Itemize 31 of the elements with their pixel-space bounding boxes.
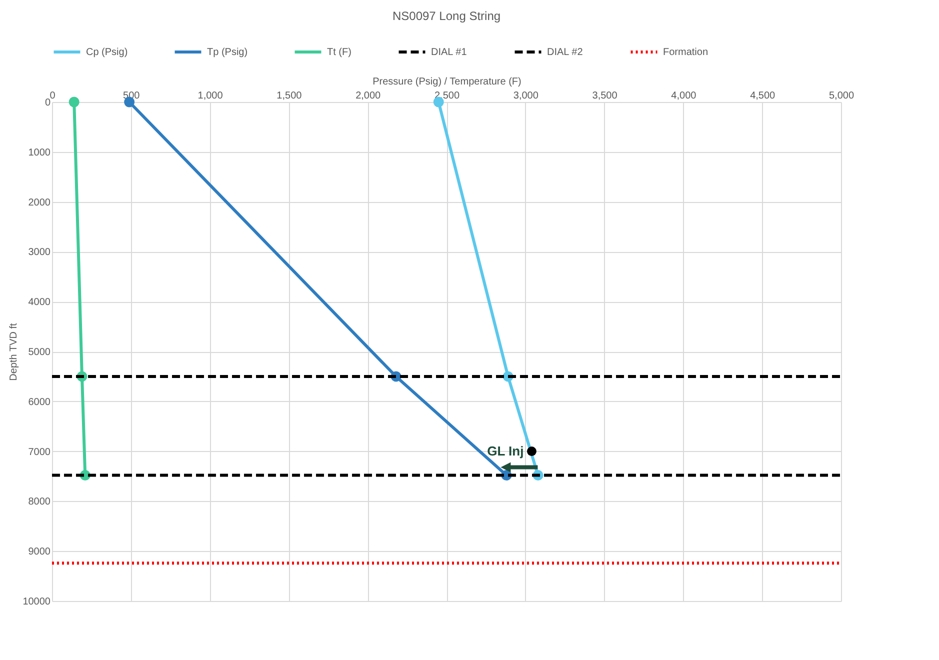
x-tick-label: 1,500 xyxy=(276,90,302,102)
y-tick-label: 1000 xyxy=(28,147,51,158)
y-axis-title: Depth TVD ft xyxy=(8,322,20,381)
y-tick-label: 0 xyxy=(44,98,51,108)
y-tick-label: 4000 xyxy=(28,297,51,308)
x-tick-label: 3,500 xyxy=(592,90,618,102)
x-tick-label: 2,000 xyxy=(356,90,382,102)
x-tick-label: 5,000 xyxy=(828,90,854,102)
x-tick-label: 3,000 xyxy=(513,90,539,102)
y-tick-label: 6000 xyxy=(28,396,51,408)
legend-label: Tt (F) xyxy=(327,47,352,58)
legend-label: DIAL #1 xyxy=(431,47,468,58)
y-tick-label: 9000 xyxy=(28,546,51,558)
chart-title: NS0097 Long String xyxy=(392,9,501,23)
x-tick-label: 1,000 xyxy=(198,90,224,102)
x-axis-title: Pressure (Psig) / Temperature (F) xyxy=(372,76,522,88)
legend-label: DIAL #2 xyxy=(547,47,584,58)
annotation: GL Inj xyxy=(487,443,524,458)
x-tick-label: 4,000 xyxy=(671,90,697,102)
legend-label: Formation xyxy=(663,47,708,58)
y-tick-label: 8000 xyxy=(28,496,51,508)
y-tick-label: 2000 xyxy=(28,197,51,208)
y-tick-label: 7000 xyxy=(28,446,51,458)
point xyxy=(68,96,80,108)
point xyxy=(526,446,536,456)
legend-label: Cp (Psig) xyxy=(86,47,128,58)
legend-label: Tp (Psig) xyxy=(207,47,248,58)
x-tick-label: 4,500 xyxy=(750,90,776,102)
y-tick-label: 10000 xyxy=(22,596,51,608)
y-tick-label: 3000 xyxy=(28,247,51,258)
y-tick-label: 5000 xyxy=(28,347,51,358)
